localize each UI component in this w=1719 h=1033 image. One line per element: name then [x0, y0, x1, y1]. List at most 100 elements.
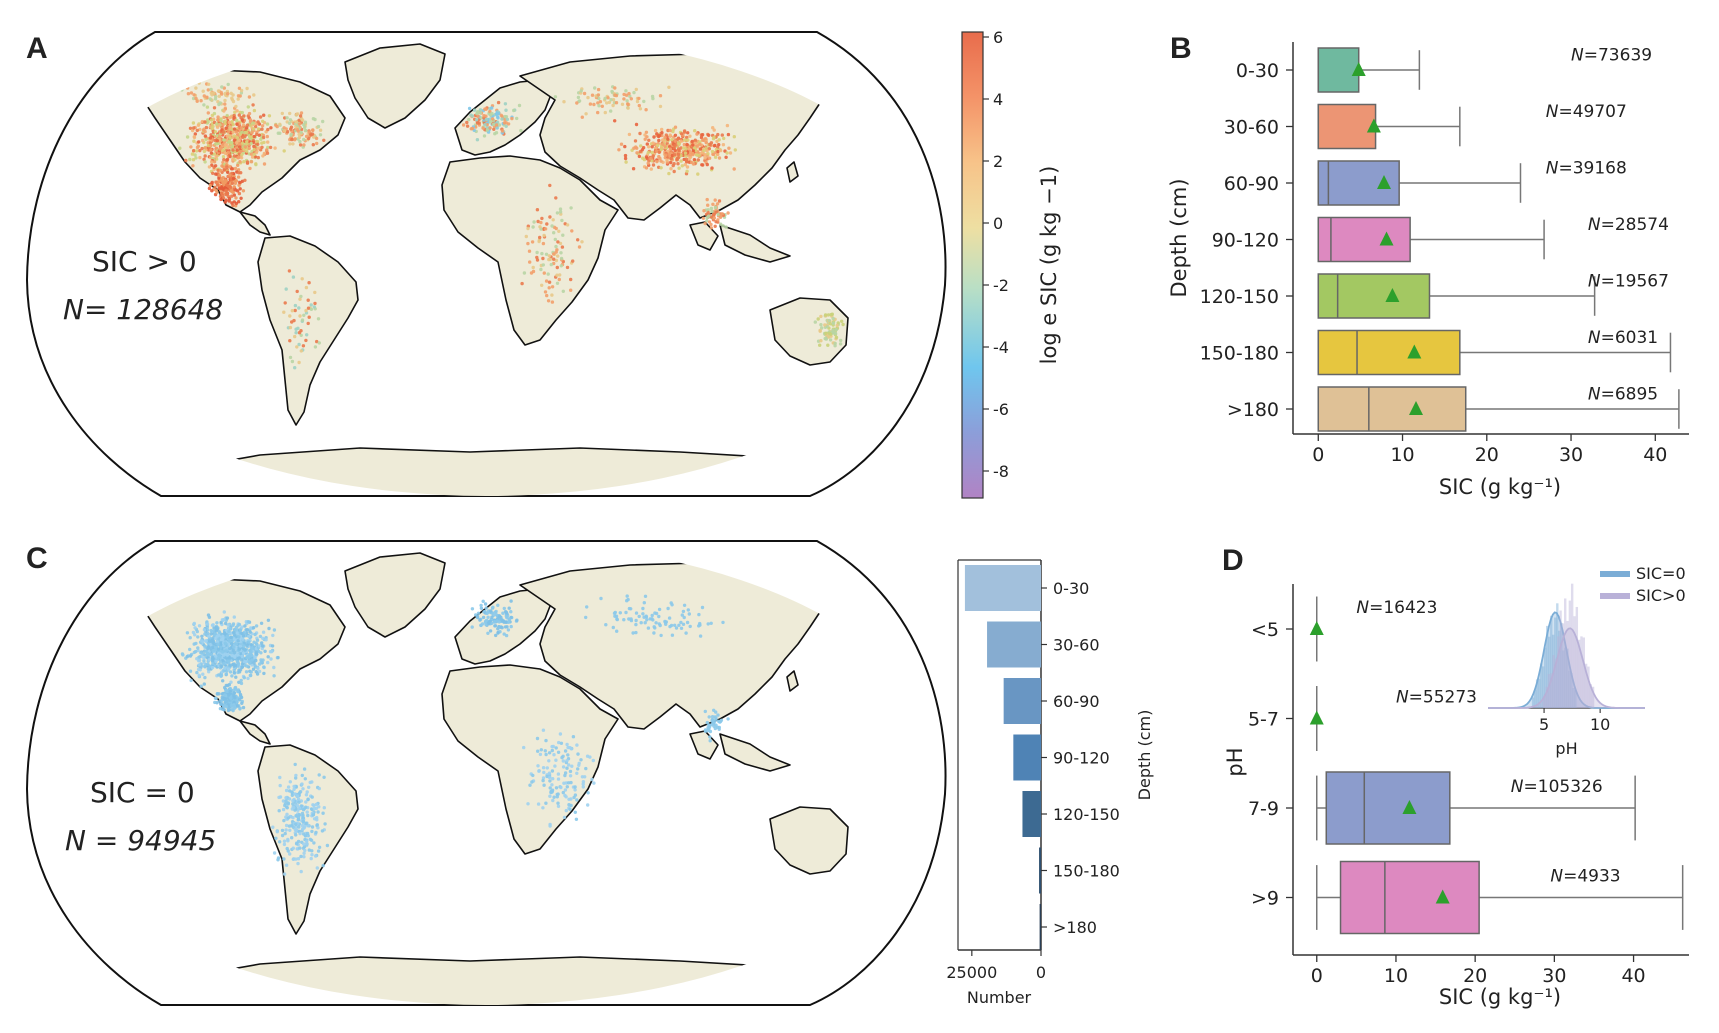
sample-point — [226, 150, 230, 155]
sample-point — [256, 142, 260, 146]
sample-point — [635, 99, 640, 104]
sample-point — [208, 183, 212, 188]
land-mass — [786, 161, 799, 183]
density-bin — [1566, 620, 1569, 708]
sample-point — [520, 281, 524, 286]
sample-point — [301, 813, 305, 818]
sample-point — [703, 221, 707, 226]
inset-x-tick-label: 5 — [1539, 715, 1549, 734]
sample-point — [831, 328, 835, 332]
colorbar-tick-label: 0 — [993, 214, 1003, 233]
sample-point — [238, 160, 242, 164]
sample-point — [301, 808, 306, 812]
sample-point — [819, 314, 823, 319]
sample-point — [260, 124, 265, 128]
density-bin — [1547, 673, 1551, 708]
sample-point — [475, 121, 480, 125]
n-label: N=16423 — [1356, 598, 1437, 618]
sample-point — [538, 752, 543, 757]
sample-point — [556, 801, 560, 805]
sample-point — [484, 107, 488, 111]
mean-marker — [1379, 231, 1394, 246]
boxplot-ph: pH SIC (g kg⁻¹) 0 10 20 30 40 <5 N=16423 5-7 N=5… — [1223, 584, 1689, 1009]
sample-point — [250, 155, 255, 159]
sample-point — [297, 825, 301, 829]
sample-point — [240, 110, 244, 115]
sample-point — [536, 219, 540, 224]
sample-point — [676, 155, 681, 160]
sample-point — [504, 121, 508, 125]
sample-point — [266, 140, 270, 144]
sample-point — [695, 132, 699, 136]
x-tick-label: 10 — [1384, 965, 1408, 987]
sample-point — [557, 229, 561, 233]
density-bin — [1575, 606, 1579, 708]
sample-point — [192, 139, 196, 143]
sample-point — [702, 209, 706, 213]
sample-point — [547, 280, 552, 284]
sample-point — [524, 234, 528, 239]
sample-point — [282, 857, 286, 861]
sample-point — [225, 134, 229, 138]
sample-point — [704, 146, 708, 150]
colorbar-tick-label: -8 — [993, 462, 1009, 481]
sample-point — [241, 141, 245, 145]
sample-point — [237, 113, 241, 117]
sample-point — [677, 623, 681, 627]
sample-point — [230, 167, 235, 171]
sample-point — [198, 668, 202, 672]
sample-point — [706, 214, 711, 218]
sample-point — [251, 103, 255, 107]
sample-point — [836, 321, 840, 325]
sample-point — [241, 651, 246, 655]
y-tick-label: 120-150 — [1200, 286, 1279, 308]
sample-point — [249, 626, 253, 630]
sample-point — [243, 624, 247, 628]
sample-point — [256, 127, 261, 131]
sample-point — [573, 810, 577, 814]
sample-point — [491, 122, 496, 127]
sample-point — [639, 144, 643, 148]
sample-point — [834, 328, 838, 332]
sample-point — [641, 606, 645, 611]
sample-point — [249, 643, 253, 647]
sample-point — [269, 657, 273, 661]
sample-point — [270, 644, 275, 648]
sample-point — [303, 120, 308, 124]
sample-point — [667, 616, 672, 620]
sample-point — [298, 122, 302, 126]
sample-point — [831, 316, 835, 321]
sample-point — [263, 649, 267, 653]
sample-point — [215, 122, 219, 126]
sample-point — [297, 813, 302, 817]
sample-point — [252, 152, 256, 157]
sample-point — [217, 692, 221, 696]
sample-point — [551, 798, 555, 803]
sample-point — [316, 317, 321, 321]
sample-point — [582, 91, 587, 96]
sample-point — [659, 147, 663, 152]
sample-point — [266, 655, 270, 659]
sample-point — [271, 633, 275, 638]
sample-point — [691, 143, 695, 147]
sample-point — [192, 126, 196, 130]
sample-point — [230, 674, 234, 678]
sample-point — [603, 96, 607, 101]
sample-point — [288, 828, 292, 832]
sample-point — [515, 618, 519, 622]
sample-point — [694, 148, 698, 152]
sample-point — [223, 102, 227, 106]
sample-point — [287, 789, 292, 793]
sample-point — [294, 120, 299, 124]
sample-point — [565, 265, 570, 270]
sample-point — [213, 130, 218, 134]
x-tick-label: 0 — [1312, 444, 1324, 466]
sample-point — [254, 652, 259, 656]
sample-point — [828, 332, 833, 336]
panel-b: B Depth (cm) SIC (g kg⁻¹) 0 10 20 30 40 0-30 N… — [1167, 32, 1689, 499]
sample-point — [286, 802, 290, 806]
sample-point — [657, 607, 662, 612]
sample-point — [207, 634, 211, 639]
sample-point — [231, 130, 235, 134]
sample-point — [559, 785, 563, 790]
